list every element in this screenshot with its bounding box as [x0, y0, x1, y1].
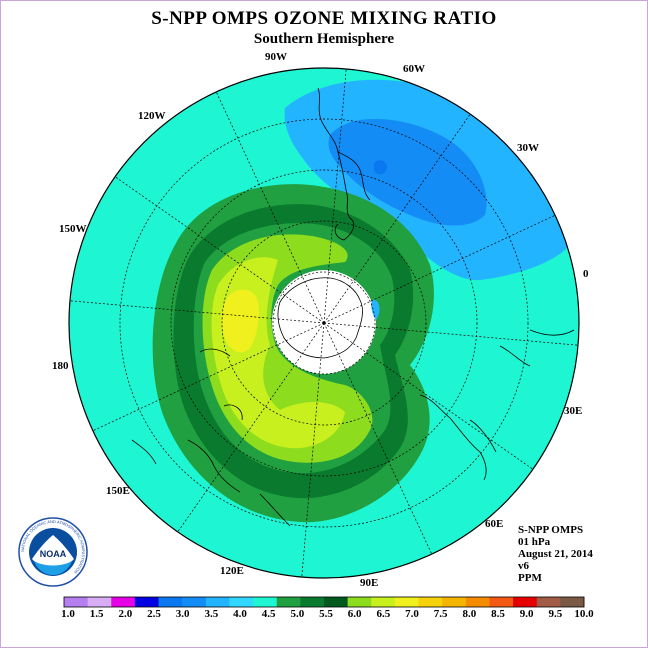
lon-label-90e: 90E [360, 577, 379, 589]
legend-tick-label: 1.0 [61, 608, 75, 620]
legend-tick-label: 10.0 [574, 608, 594, 620]
legend-color-cell [489, 597, 514, 607]
info-block: S-NPP OMPS 01 hPa August 21, 2014 v6 PPM [518, 524, 593, 584]
legend-color-cell [205, 597, 230, 607]
legend-tick-label: 7.0 [405, 608, 419, 620]
latitude-circle [119, 118, 529, 528]
meridian-line [177, 322, 325, 533]
lon-label-120e: 120E [220, 565, 244, 577]
legend-color-cell [418, 597, 443, 607]
legend-color-cell [111, 597, 136, 607]
meridian-line [301, 322, 325, 578]
lon-label-30w: 30W [517, 142, 539, 154]
meridian-line [215, 91, 325, 324]
lon-label-30e: 30E [564, 405, 583, 417]
lon-label-60w: 60W [403, 63, 425, 75]
legend-color-cell [442, 597, 467, 607]
legend-frame [63, 596, 585, 608]
legend-color-cell [276, 597, 301, 607]
legend-color-cell [158, 597, 183, 607]
legend-color-cell [513, 597, 538, 607]
legend-tick-label: 5.5 [319, 608, 333, 620]
lon-label-60e: 60E [485, 518, 504, 530]
instrument-name: S-NPP OMPS [518, 524, 584, 536]
low-ozone-region-mid [328, 118, 487, 226]
legend-tick-label: 7.5 [434, 608, 448, 620]
coastlines [131, 87, 575, 527]
meridian-line [323, 68, 347, 324]
high-ozone-yellow-core [221, 289, 259, 353]
legend-tick-label: 4.0 [233, 608, 247, 620]
legend-tick-label: 6.0 [348, 608, 362, 620]
legend-color-cell [324, 597, 349, 607]
legend-tick-label: 3.0 [176, 608, 190, 620]
noaa-logo: NOAA NATIONAL OCEANIC AND ATMOSPHERIC AD… [18, 517, 88, 587]
chart-title: S-NPP OMPS OZONE MIXING RATIO [151, 8, 497, 29]
legend-tick-label: 8.0 [462, 608, 476, 620]
legend-tick-label: 9.5 [548, 608, 562, 620]
legend-tick-label: 2.0 [118, 608, 132, 620]
meridian-line [92, 322, 325, 432]
observation-date: August 21, 2014 [518, 548, 593, 560]
map-boundary [68, 67, 580, 579]
meridian-line [323, 322, 433, 555]
legend-tick-label: 4.5 [262, 608, 276, 620]
lon-label-150w: 150W [59, 223, 87, 235]
legend-color-cell [536, 597, 561, 607]
meridian-line [69, 300, 325, 324]
legend-tick-label: 1.5 [90, 608, 104, 620]
meridian-line [323, 322, 534, 470]
legend-color-cell [229, 597, 254, 607]
legend-color-cell [64, 597, 89, 607]
legend-color-cell [560, 597, 585, 607]
lon-label-150e: 150E [106, 485, 130, 497]
legend-color-cell [394, 597, 420, 607]
legend-tick-label: 6.5 [376, 608, 390, 620]
meridian-line [114, 176, 325, 324]
legend-color-cell [347, 597, 372, 607]
lon-label-90w: 90W [265, 51, 287, 63]
legend-color-cell [182, 597, 207, 607]
legend-color-cell [253, 597, 278, 607]
meridian-line [323, 214, 556, 324]
chart-subtitle: Southern Hemisphere [253, 31, 395, 47]
legend-tick-label: 8.5 [491, 608, 505, 620]
latitude-circle [170, 169, 478, 477]
latitude-circle [221, 220, 427, 426]
legend-color-cell [465, 597, 490, 607]
legend-tick-label: 2.5 [147, 608, 161, 620]
meridian-line [323, 113, 471, 324]
legend-tick-label: 3.5 [204, 608, 218, 620]
pole-edge-low-patch [371, 299, 380, 320]
legend-color-cell [300, 597, 325, 607]
noaa-logo-text: NOAA [40, 549, 67, 559]
legend-color-cell [371, 597, 396, 607]
pressure-level: 01 hPa [518, 536, 551, 548]
lon-label-0: 0 [583, 268, 589, 280]
lon-label-180: 180 [52, 360, 69, 372]
legend-color-cell [134, 597, 160, 607]
legend-tick-label: 5.0 [290, 608, 304, 620]
meridian-line [323, 322, 579, 346]
latitude-circle [272, 271, 376, 375]
graticule [69, 68, 579, 578]
units-label: PPM [518, 572, 542, 584]
product-version: v6 [518, 560, 529, 572]
lon-label-120w: 120W [138, 110, 166, 122]
low-ozone-core [374, 160, 388, 175]
legend-tick-label: 9.0 [520, 608, 534, 620]
legend-color-cell [87, 597, 112, 607]
